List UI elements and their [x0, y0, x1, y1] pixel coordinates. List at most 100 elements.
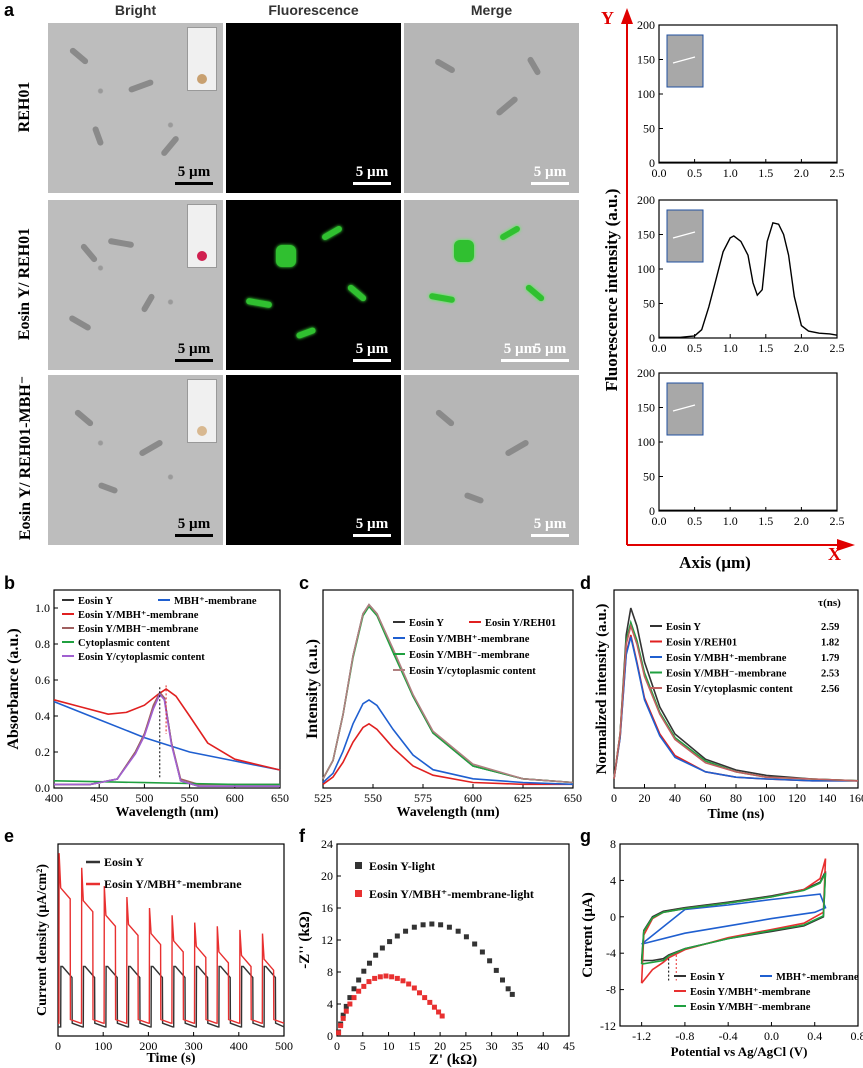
- legend-label-eosin-y-mbh-membrane: Eosin Y/MBH⁻-membrane: [666, 669, 787, 680]
- y-tick-label: 0: [649, 331, 655, 345]
- point-eosin-y-mbh-membrane-light: [351, 995, 357, 1001]
- legend-label-eosin-y-reh01: Eosin Y/REH01: [666, 638, 737, 649]
- profile-line-2: [659, 221, 838, 338]
- emission-chart: 525 550 575 600 625 650 Wavelength (nm) Intensi…: [304, 589, 582, 820]
- image-bright-eosin-reh01: 5 µm: [48, 200, 223, 370]
- panel-label-c: c: [299, 573, 310, 593]
- profile-inset-line: [672, 404, 696, 412]
- y-tick-label: 100: [637, 435, 655, 449]
- x-tick-label: 500: [135, 791, 153, 805]
- legend-label-eosin-y-mbh-membrane: Eosin Y/MBH⁻-membrane: [409, 650, 530, 661]
- series-eosin-y-mbh-membrane: [53, 688, 281, 771]
- series-eosin-y-mbh-membrane: [322, 605, 574, 784]
- y-tick-label: 100: [637, 87, 655, 101]
- x-tick-label: -1.2: [632, 1029, 651, 1043]
- point-eosin-y-light: [387, 939, 393, 945]
- y-tick-label: 0.8: [35, 637, 50, 651]
- scale-bar: 5 µm: [531, 164, 569, 185]
- tube-pellet-reh01: [197, 74, 207, 84]
- y-tick-label: 50: [643, 297, 655, 311]
- legend-label-eosin-y: Eosin Y: [666, 622, 701, 633]
- x-tick-label: 100: [94, 1039, 112, 1053]
- series-eosin-y-mbh-membrane: [58, 853, 285, 1024]
- series-eosin-y-mbh-membrane: [322, 699, 574, 786]
- point-eosin-y-light: [487, 958, 493, 964]
- series-eosin-y-cytoplasmic-content: [613, 623, 859, 782]
- legend-label-eosin-y: Eosin Y: [78, 596, 113, 607]
- y-tick-label: 0.6: [35, 673, 50, 687]
- column-header-fluorescence: Fluorescence: [268, 2, 359, 18]
- y-tick-label: 0: [327, 1029, 333, 1043]
- y-tick-label: 0.2: [35, 745, 50, 759]
- x-tick-label: 1.5: [758, 341, 773, 355]
- image-bright-reh01: 5 µm: [48, 23, 223, 193]
- x-tick-label: 2.5: [830, 341, 845, 355]
- point-eosin-y-light: [411, 924, 417, 930]
- x-tick-label: 550: [364, 791, 382, 805]
- panel-label-f: f: [299, 826, 305, 846]
- y-tick-label: 16: [321, 901, 333, 915]
- legend-swatch-eosin-y-mbh-membrane-light: [355, 890, 362, 897]
- legend-label-eosin-y-light: Eosin Y-light: [369, 859, 435, 873]
- x-tick-label: 600: [464, 791, 482, 805]
- y-tick-label: 20: [321, 869, 333, 883]
- x-tick-label: 400: [230, 1039, 248, 1053]
- y-tick-label: 150: [637, 53, 655, 67]
- point-eosin-y-mbh-membrane-light: [377, 974, 383, 980]
- x-tick-label: 575: [414, 791, 432, 805]
- x-tick-label: 0.0: [652, 166, 667, 180]
- y-tick-label: 4: [610, 873, 616, 887]
- point-eosin-y-mbh-membrane-light: [340, 1015, 346, 1021]
- point-eosin-y-mbh-membrane-light: [431, 1004, 437, 1010]
- x-tick-label: 0.5: [687, 166, 702, 180]
- plot-frame: [57, 843, 285, 1037]
- point-eosin-y-light: [420, 922, 426, 928]
- x-tick-label: 0.5: [687, 514, 702, 528]
- image-merge-reh01: 5 µm: [404, 23, 579, 193]
- point-eosin-y-light: [509, 991, 515, 997]
- series-eosin-y-cytoplasmic-content: [54, 692, 280, 787]
- panel-label-d: d: [580, 573, 591, 593]
- x-tick-label: 600: [226, 791, 244, 805]
- y-tick-label: 4: [327, 997, 333, 1011]
- point-eosin-y-light: [455, 928, 461, 934]
- x-tick-label: 5: [360, 1039, 366, 1053]
- series-eosin-y: [58, 965, 285, 1028]
- nyquist-chart: 0 5 10 15 20 25 30 35 40 45 0 4 8 12 16 20 24 Z' (kΩ) -Z''…: [297, 837, 575, 1068]
- x-tick-label: 0: [55, 1039, 61, 1053]
- legend-label-cytoplasmic-content: Cytoplasmic content: [78, 638, 170, 649]
- point-eosin-y-light: [351, 986, 357, 992]
- point-eosin-y-light: [343, 1003, 349, 1009]
- scale-bar: 5 µm: [531, 516, 569, 537]
- y-tick-label: 150: [637, 228, 655, 242]
- x-tick-label: 1.0: [723, 514, 738, 528]
- absorbance-chart: 400 450 500 550 600 650 0.0 0.2 0.4 0.6 0.8 1.0 Wave…: [5, 589, 289, 820]
- series-cytoplasmic-content: [53, 780, 280, 786]
- point-eosin-y-mbh-membrane-light: [406, 981, 412, 987]
- x-tick-label: 2.0: [794, 514, 809, 528]
- point-eosin-y-mbh-membrane-light: [336, 1030, 342, 1036]
- legend-label-eosin-y-mbh-membrane: Eosin Y/MBH⁺-membrane: [690, 987, 811, 998]
- point-eosin-y-light: [493, 967, 499, 973]
- x-tick-label: 0.8: [851, 1029, 863, 1043]
- point-eosin-y-mbh-membrane-light: [338, 1023, 344, 1029]
- x-tick-label: 120: [788, 791, 806, 805]
- legend-label-eosin-y-mbh-membrane-light: Eosin Y/MBH⁺-membrane-light: [369, 887, 534, 901]
- point-eosin-y-mbh-membrane-light: [347, 1001, 353, 1007]
- sample-tube-eosin-reh01-mbh: [187, 379, 217, 443]
- x-axis-arrowhead: [837, 539, 855, 551]
- y-tick-label: -8: [606, 983, 616, 997]
- y-tick-label: -12: [600, 1019, 616, 1033]
- y-tick-label: -4: [606, 946, 616, 960]
- x-tick-label: 0.0: [652, 514, 667, 528]
- series-mbh-membrane: [53, 700, 281, 771]
- legend-label-mbh-membrane: MBH⁺-membrane: [174, 596, 257, 607]
- point-eosin-y-mbh-membrane-light: [356, 988, 362, 994]
- plot-frame: [322, 589, 574, 789]
- legend-label-eosin-y: Eosin Y: [104, 855, 144, 869]
- point-eosin-y-mbh-membrane-light: [389, 974, 395, 980]
- legend-label-eosin-y: Eosin Y: [690, 972, 725, 983]
- y-tick-label: 0.4: [35, 709, 50, 723]
- legend-label-eosin-y-mbh-membrane: Eosin Y/MBH⁺-membrane: [78, 610, 199, 621]
- image-bright-eosin-reh01-mbh: 5 µm: [48, 375, 223, 545]
